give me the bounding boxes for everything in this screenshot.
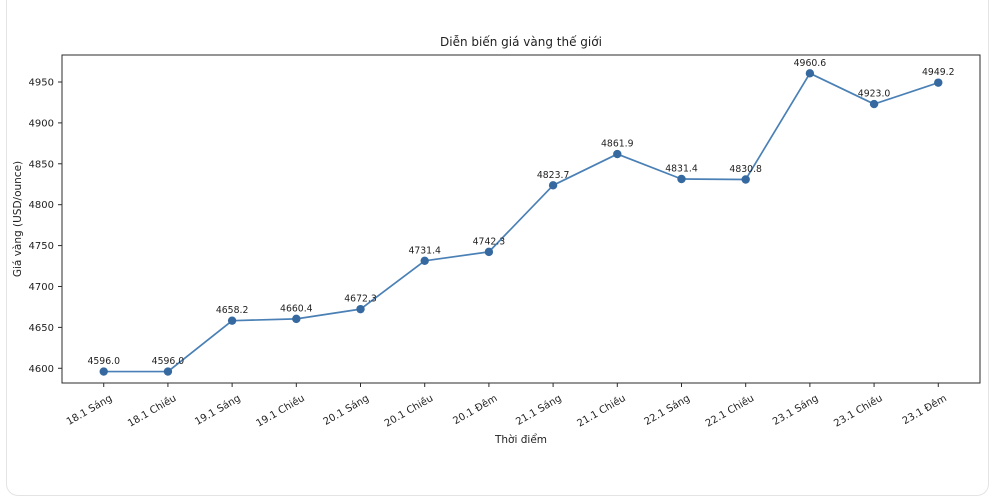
- x-tick-label: 19.1 Chiều: [254, 392, 307, 429]
- data-point: [741, 175, 750, 184]
- data-point: [227, 316, 237, 325]
- y-tick-label: 4650: [29, 323, 54, 334]
- x-tick-label: 22.1 Chiều: [703, 392, 756, 429]
- data-point: [805, 69, 815, 78]
- data-point: [163, 367, 173, 376]
- y-tick-label: 4950: [29, 77, 54, 88]
- data-point-label: 4742.3: [473, 236, 506, 247]
- data-point: [292, 314, 301, 324]
- data-point: [934, 78, 943, 87]
- data-point-label: 4960.6: [794, 58, 827, 69]
- data-point-label: 4658.2: [216, 305, 249, 316]
- x-tick-label: 18.1 Chiều: [126, 392, 179, 429]
- data-point-label: 4660.4: [280, 303, 313, 314]
- x-tick-label: 23.1 Đêm: [900, 392, 949, 427]
- x-tick-label: 21.1 Chiều: [575, 392, 628, 429]
- x-tick-label: 18.1 Sáng: [64, 392, 114, 428]
- chart-title: Diễn biến giá vàng thế giới: [440, 35, 602, 49]
- y-tick-label: 4900: [29, 118, 54, 129]
- gold-price-line-chart: Diễn biến giá vàng thế giới 4600 4650 4700 4…: [12, 35, 981, 446]
- x-tick-label: 19.1 Sáng: [193, 392, 243, 428]
- data-point: [869, 99, 879, 109]
- y-tick-label: 4800: [29, 200, 54, 211]
- data-point: [356, 304, 365, 314]
- x-tick-label: 20.1 Sáng: [321, 392, 371, 428]
- x-tick-label: 23.1 Sáng: [771, 392, 821, 428]
- figure: Diễn biến giá vàng thế giới 4600 4650 4700 4…: [12, 35, 981, 446]
- data-point-label: 4596.0: [152, 356, 185, 367]
- data-point-label: 4731.4: [408, 245, 441, 256]
- y-tick-label: 4750: [29, 241, 54, 252]
- price-line: [102, 72, 940, 373]
- data-point: [484, 247, 494, 257]
- data-point: [613, 149, 622, 159]
- data-point-label: 4823.7: [537, 170, 570, 181]
- data-point: [420, 256, 429, 265]
- data-point: [548, 181, 558, 190]
- y-tick-label: 4600: [29, 364, 54, 375]
- data-point-label: 4830.8: [729, 164, 762, 175]
- y-tick-label: 4700: [29, 282, 54, 293]
- data-point-label: 4596.0: [87, 356, 120, 367]
- y-tick-label: 4850: [29, 159, 54, 170]
- data-point-label: 4923.0: [858, 89, 891, 100]
- x-tick-label: 20.1 Chiều: [382, 392, 435, 429]
- x-tick-label: 22.1 Sáng: [642, 392, 692, 428]
- data-point-label: 4831.4: [665, 164, 698, 175]
- data-point-label: 4672.3: [344, 294, 377, 305]
- x-axis-label: Thời điểm: [494, 433, 547, 446]
- data-point: [677, 174, 686, 184]
- y-axis-label: Giá vàng (USD/ounce): [12, 161, 24, 277]
- data-point-label: 4861.9: [601, 139, 634, 150]
- data-point-label: 4949.2: [922, 67, 955, 78]
- x-tick-label: 23.1 Chiều: [832, 392, 885, 429]
- x-tick-label: 20.1 Đêm: [451, 392, 500, 427]
- data-point: [99, 367, 108, 376]
- x-tick-label: 21.1 Sáng: [514, 392, 564, 428]
